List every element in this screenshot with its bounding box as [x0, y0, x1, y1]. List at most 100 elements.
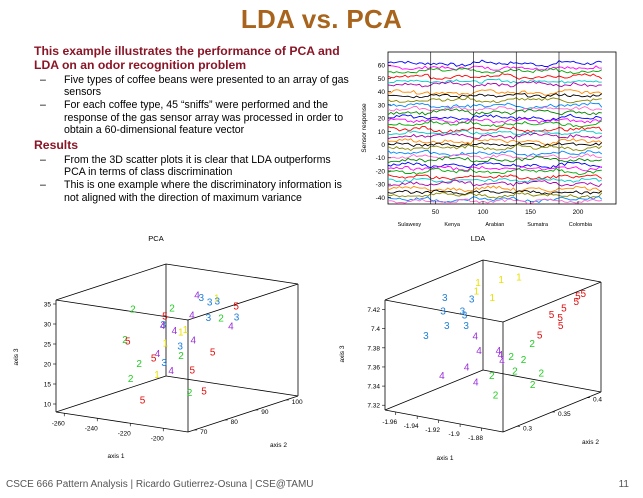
sensor-series-line	[387, 105, 602, 112]
data-point: 4	[172, 326, 178, 337]
x-tick-label: 200	[573, 209, 584, 216]
data-point: 5	[573, 297, 579, 308]
data-point: 5	[580, 289, 586, 300]
sensor-series-line	[388, 153, 602, 160]
data-point: 4	[472, 332, 478, 343]
x-tick-label: -260	[52, 420, 65, 427]
sensor-series-line	[387, 80, 602, 88]
class-segment-label: Colombia	[569, 222, 593, 228]
box-edge	[55, 411, 189, 433]
sensor-series-line	[387, 196, 603, 204]
bullet-text: This is one example where the discrimina…	[64, 179, 342, 204]
x-tick-label: -220	[118, 430, 131, 437]
sensor-series-line	[387, 73, 603, 80]
y-tick-label: 0.4	[593, 397, 602, 404]
bullet-dash: –	[40, 154, 46, 167]
x-tick-label: 50	[432, 209, 440, 216]
y-tick-label: 50	[378, 76, 386, 83]
data-point: 3	[206, 313, 212, 324]
z-tick-label: 15	[44, 382, 52, 389]
sensor-series-line	[387, 161, 602, 170]
data-point: 5	[201, 386, 207, 397]
y-tick-label: 40	[378, 89, 386, 96]
data-point: 5	[575, 292, 581, 303]
results-heading: Results	[34, 138, 79, 153]
z-tick-label: 30	[44, 322, 52, 329]
intro-bullets: – Five types of coffee beans were present…	[34, 74, 352, 136]
sensor-series-line	[388, 179, 603, 188]
bullet-item: – Five types of coffee beans were present…	[34, 74, 352, 98]
data-point: 2	[530, 380, 536, 391]
bullet-item: – From the 3D scatter plots it is clear t…	[34, 154, 352, 178]
y-tick-label: -40	[376, 195, 386, 202]
data-point: 2	[538, 369, 544, 380]
box-edge	[55, 299, 189, 321]
z-tick-label: 7.4	[371, 326, 380, 333]
data-point: 2	[136, 359, 142, 370]
data-point: 1	[214, 293, 220, 304]
y-tick-label: 80	[231, 419, 239, 426]
sensor-series-line	[387, 65, 602, 71]
bullet-dash: –	[40, 179, 46, 192]
z-tick-label: 7.34	[367, 384, 380, 391]
data-point: 3	[177, 341, 183, 352]
sensor-series-line	[387, 189, 603, 196]
x-axis-label: axis 1	[437, 455, 454, 462]
data-point: 3	[160, 320, 166, 331]
x-tick-label: 150	[525, 209, 536, 216]
z-axis-label: axis 3	[13, 348, 20, 365]
sensor-series-line	[387, 185, 603, 193]
data-point: 4	[191, 335, 197, 346]
data-point: 2	[521, 355, 527, 366]
box-edge	[165, 263, 299, 285]
sensor-series-line	[387, 78, 602, 84]
pca-scatter-chart: PCA -260 -240 -220 -200 70 80 90 100 10 15 20 25 30 35…	[6, 232, 316, 470]
sensor-series-line	[387, 192, 603, 199]
data-point: 2	[493, 390, 499, 401]
data-point: 4	[499, 356, 505, 367]
data-point: 2	[169, 303, 175, 314]
data-point: 3	[423, 331, 429, 342]
bullet-item: – For each coffee type, 45 “sniffs” were …	[34, 99, 352, 136]
page-number: 11	[618, 479, 629, 490]
data-point: 4	[194, 290, 200, 301]
bullet-text: Five types of coffee beans were presente…	[64, 74, 349, 99]
bullet-dash: –	[40, 74, 46, 86]
box-edge	[502, 281, 602, 323]
z-tick-label: 20	[44, 362, 52, 369]
data-point: 1	[490, 293, 496, 304]
y-tick-label: 90	[261, 409, 269, 416]
data-point: 3	[463, 321, 469, 332]
sensor-series-line	[387, 149, 603, 157]
data-point: 3	[214, 296, 220, 307]
data-point: 1	[498, 275, 504, 286]
y-tick-label: 0	[381, 142, 385, 149]
data-point: 2	[122, 335, 128, 346]
bullet-dash: –	[40, 99, 46, 112]
footer-course: CSCE 666 Pattern Analysis | Ricardo Guti…	[6, 479, 314, 490]
data-point: 4	[189, 310, 195, 321]
bullet-text: For each coffee type, 45 “sniffs” were p…	[64, 99, 344, 136]
sensor-series-line	[387, 177, 602, 184]
y-axis-label: axis 2	[582, 439, 599, 446]
results-bullets: – From the 3D scatter plots it is clear t…	[34, 154, 352, 204]
data-point: 3	[198, 293, 204, 304]
sensor-series-line	[387, 102, 603, 110]
z-tick-label: 25	[44, 342, 52, 349]
sensor-series-line	[387, 89, 603, 96]
data-point: 3	[462, 311, 468, 322]
data-point: 3	[444, 321, 450, 332]
z-tick-label: 7.42	[367, 307, 380, 314]
sensor-response-svg: Sulawesy Kenya Arabian Sumatra Colombia -40 -3…	[361, 51, 617, 228]
sensor-series-line	[387, 165, 602, 172]
class-segment-label: Sulawesy	[398, 222, 422, 228]
x-axis-label: axis 1	[108, 453, 125, 460]
sensor-series-line	[387, 67, 603, 75]
data-point: 1	[183, 325, 189, 336]
z-tick-label: 7.36	[367, 364, 380, 371]
data-point: 5	[537, 331, 543, 342]
z-tick-label: 7.32	[367, 403, 380, 410]
data-point: 2	[130, 304, 136, 315]
scatter-title: LDA	[471, 234, 486, 243]
box-edge	[55, 263, 167, 301]
